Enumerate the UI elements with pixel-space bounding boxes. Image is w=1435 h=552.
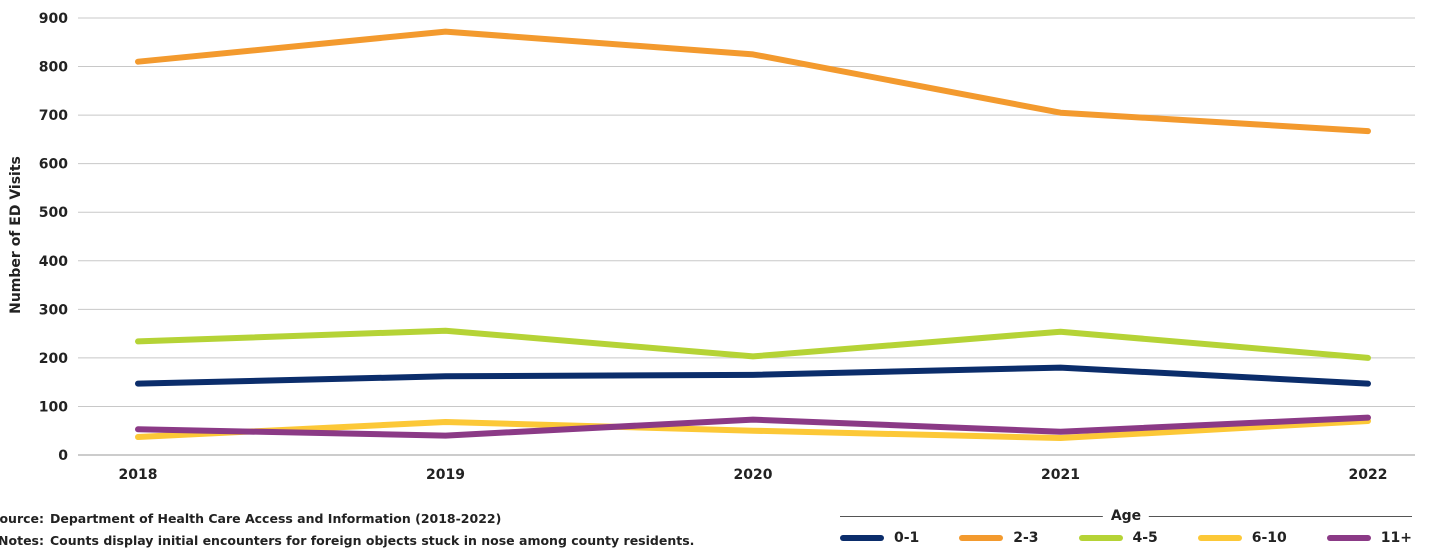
y-tick-label: 500 <box>39 205 68 221</box>
y-tick-label: 700 <box>39 108 68 124</box>
y-tick-label: 0 <box>58 448 68 464</box>
gridlines <box>78 17 1415 456</box>
line-chart: 0 100 200 300 400 500 600 700 800 900 2018 2019 202… <box>8 11 1415 483</box>
y-axis-ticks: 0 100 200 300 400 500 600 700 800 900 <box>39 11 68 464</box>
legend-label: 0-1 <box>894 530 920 546</box>
series-line-11+ <box>135 414 1371 439</box>
y-tick-label: 800 <box>39 60 68 76</box>
series-line-4-5 <box>135 327 1371 361</box>
legend-item: 2-3 <box>959 530 1039 546</box>
legend-item: 6-10 <box>1197 530 1287 546</box>
x-tick-label: 2022 <box>1349 467 1388 483</box>
source-note: Source: Department of Health Care Access … <box>0 508 694 530</box>
x-tick-label: 2019 <box>426 467 465 483</box>
legend-title: Age <box>1102 506 1150 526</box>
legend-swatch <box>959 535 1004 541</box>
y-tick-label: 200 <box>39 351 68 367</box>
x-tick-label: 2020 <box>734 467 773 483</box>
y-tick-label: 400 <box>39 254 68 270</box>
source-text: Department of Health Care Access and Inf… <box>50 511 502 526</box>
series-lines <box>135 28 1371 441</box>
x-axis-ticks: 2018 2019 2020 2021 2022 <box>119 467 1388 483</box>
notes-label: Notes: <box>0 533 44 548</box>
y-tick-label: 100 <box>39 399 68 415</box>
legend-swatch <box>1326 535 1371 541</box>
chart-notes: Source: Department of Health Care Access … <box>0 508 694 552</box>
legend-label: 11+ <box>1380 530 1412 546</box>
legend-label: 2-3 <box>1013 530 1039 546</box>
series-line-6-10 <box>135 418 1371 441</box>
source-label: Source: <box>0 511 44 526</box>
legend-swatch <box>1078 535 1123 541</box>
notes-note: Notes: Counts display initial encounters … <box>0 530 694 552</box>
y-tick-label: 300 <box>39 302 68 318</box>
y-tick-label: 900 <box>39 11 68 27</box>
legend-items: 0-1 2-3 4-5 6-10 11+ <box>840 530 1412 546</box>
y-axis-label: Number of ED Visits <box>8 156 24 314</box>
legend-item: 0-1 <box>840 530 919 546</box>
legend-swatch <box>1197 535 1242 541</box>
x-tick-label: 2018 <box>119 467 158 483</box>
legend: Age 0-1 2-3 4-5 6-10 11+ <box>840 506 1412 546</box>
legend-header: Age <box>840 506 1412 526</box>
legend-item: 4-5 <box>1078 530 1158 546</box>
y-tick-label: 600 <box>39 157 68 173</box>
x-tick-label: 2021 <box>1041 467 1080 483</box>
legend-item: 11+ <box>1326 530 1412 546</box>
legend-swatch <box>840 535 884 541</box>
legend-label: 6-10 <box>1251 530 1287 546</box>
notes-text: Counts display initial encounters for fo… <box>50 533 695 548</box>
legend-label: 4-5 <box>1132 530 1158 546</box>
series-line-2-3 <box>135 28 1371 135</box>
series-line-0-1 <box>135 364 1371 387</box>
